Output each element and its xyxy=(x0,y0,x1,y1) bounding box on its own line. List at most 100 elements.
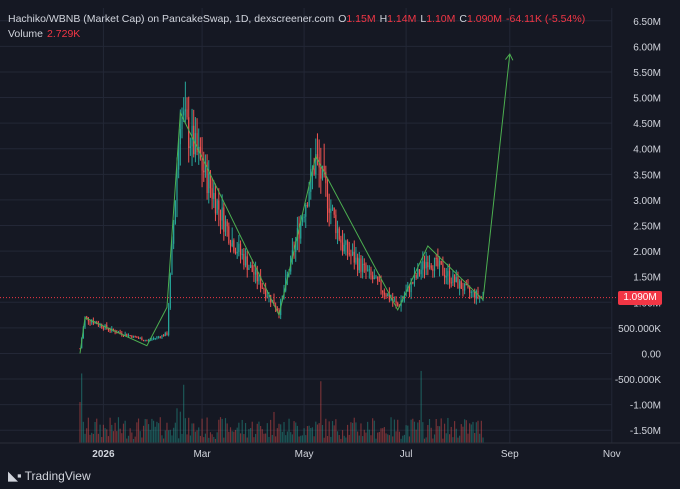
candle-body xyxy=(166,332,168,336)
candle-body xyxy=(459,281,461,289)
volume-bar xyxy=(101,437,103,443)
candle-body xyxy=(300,222,302,239)
candle-body xyxy=(89,321,91,323)
volume-bar xyxy=(293,421,295,443)
y-tick-label: -500.000K xyxy=(615,375,661,386)
candle-body xyxy=(184,109,186,112)
low-value: 1.10M xyxy=(426,13,456,25)
candle-body xyxy=(462,288,464,291)
candle-body xyxy=(249,265,252,268)
volume-bar xyxy=(348,434,350,443)
volume-bar xyxy=(159,417,161,443)
y-tick-label: 1.50M xyxy=(633,273,661,284)
volume-bar xyxy=(373,420,375,443)
candle-body xyxy=(255,269,257,275)
candle-body xyxy=(308,191,310,206)
volume-bar xyxy=(435,419,437,443)
candle-body xyxy=(467,285,469,288)
candle-body xyxy=(209,173,212,189)
candle-body xyxy=(454,274,456,283)
volume-bar xyxy=(112,431,115,443)
volume-bar xyxy=(201,418,203,443)
y-tick-label: 0.00 xyxy=(642,349,662,360)
volume-bar xyxy=(377,432,379,443)
candle-body xyxy=(136,336,138,338)
volume-bar xyxy=(303,428,305,443)
candle-body xyxy=(228,226,230,244)
volume-bar xyxy=(229,427,232,443)
volume-bar xyxy=(333,425,335,443)
candle-body xyxy=(380,280,382,291)
volume-bar xyxy=(132,438,135,443)
volume-bar xyxy=(234,429,237,443)
candle-body xyxy=(417,269,419,278)
volume-bar xyxy=(92,433,94,443)
volume-bar xyxy=(186,434,188,443)
candle-body xyxy=(224,221,227,232)
candle-body xyxy=(345,240,347,245)
candle-body xyxy=(403,296,406,300)
y-tick-label: 6.50M xyxy=(633,17,661,28)
volume-bar xyxy=(410,419,412,443)
volume-bar xyxy=(91,432,93,443)
candle-body xyxy=(362,263,364,272)
candle-body xyxy=(457,277,459,289)
high-label: H xyxy=(379,13,388,25)
volume-bar xyxy=(251,421,253,443)
volume-bar xyxy=(430,427,432,443)
candle-body xyxy=(372,275,374,280)
candle-body xyxy=(112,328,115,331)
candle-body xyxy=(137,337,140,339)
volume-bar xyxy=(470,424,472,443)
candle-body xyxy=(241,253,243,255)
volume-bar xyxy=(171,435,173,443)
volume-bar xyxy=(380,428,382,443)
candle-body xyxy=(244,256,247,266)
volume-bar xyxy=(462,426,464,443)
volume-bar xyxy=(442,438,444,443)
volume-bar xyxy=(244,422,247,443)
x-axis: 2026 Mar May Jul Sep Nov xyxy=(0,442,680,460)
candle-body xyxy=(469,287,471,293)
volume-bar xyxy=(457,437,459,443)
candle-body xyxy=(330,208,332,213)
candle-body xyxy=(101,324,103,328)
candle-body xyxy=(432,268,434,271)
volume-bar xyxy=(144,419,146,443)
candle-body xyxy=(335,214,337,234)
candle-body xyxy=(450,282,452,284)
candle-body xyxy=(219,209,222,221)
volume-bar xyxy=(291,434,293,443)
volume-bar xyxy=(104,428,106,443)
volume-bar xyxy=(131,432,133,443)
candle-body xyxy=(397,302,399,307)
candle-body xyxy=(295,240,297,252)
volume-bar xyxy=(474,433,476,443)
candle-body xyxy=(147,339,150,341)
volume-bar xyxy=(109,417,111,443)
candle-body xyxy=(273,299,275,306)
candle-body xyxy=(382,290,384,293)
candle-body xyxy=(343,244,345,252)
volume-bar xyxy=(405,425,407,443)
volume-bar xyxy=(362,436,364,443)
candle-body xyxy=(427,262,429,268)
volume-bar xyxy=(397,419,399,443)
candle-body xyxy=(331,207,334,209)
volume-label: Volume xyxy=(8,28,44,40)
trendline xyxy=(79,54,511,354)
volume-bar xyxy=(243,434,245,443)
volume-bar xyxy=(156,421,158,443)
volume-bar xyxy=(221,418,223,443)
candle-body xyxy=(124,333,126,336)
candle-body xyxy=(428,265,431,268)
volume-bar xyxy=(129,428,131,443)
volume-bar xyxy=(209,432,212,443)
close-value: 1.090M xyxy=(466,13,503,25)
volume-bar xyxy=(432,438,434,443)
tradingview-branding[interactable]: ◣▪ TradingView xyxy=(8,468,91,484)
candle-body xyxy=(183,111,185,116)
candle-body xyxy=(475,290,477,299)
volume-bar xyxy=(102,424,104,443)
